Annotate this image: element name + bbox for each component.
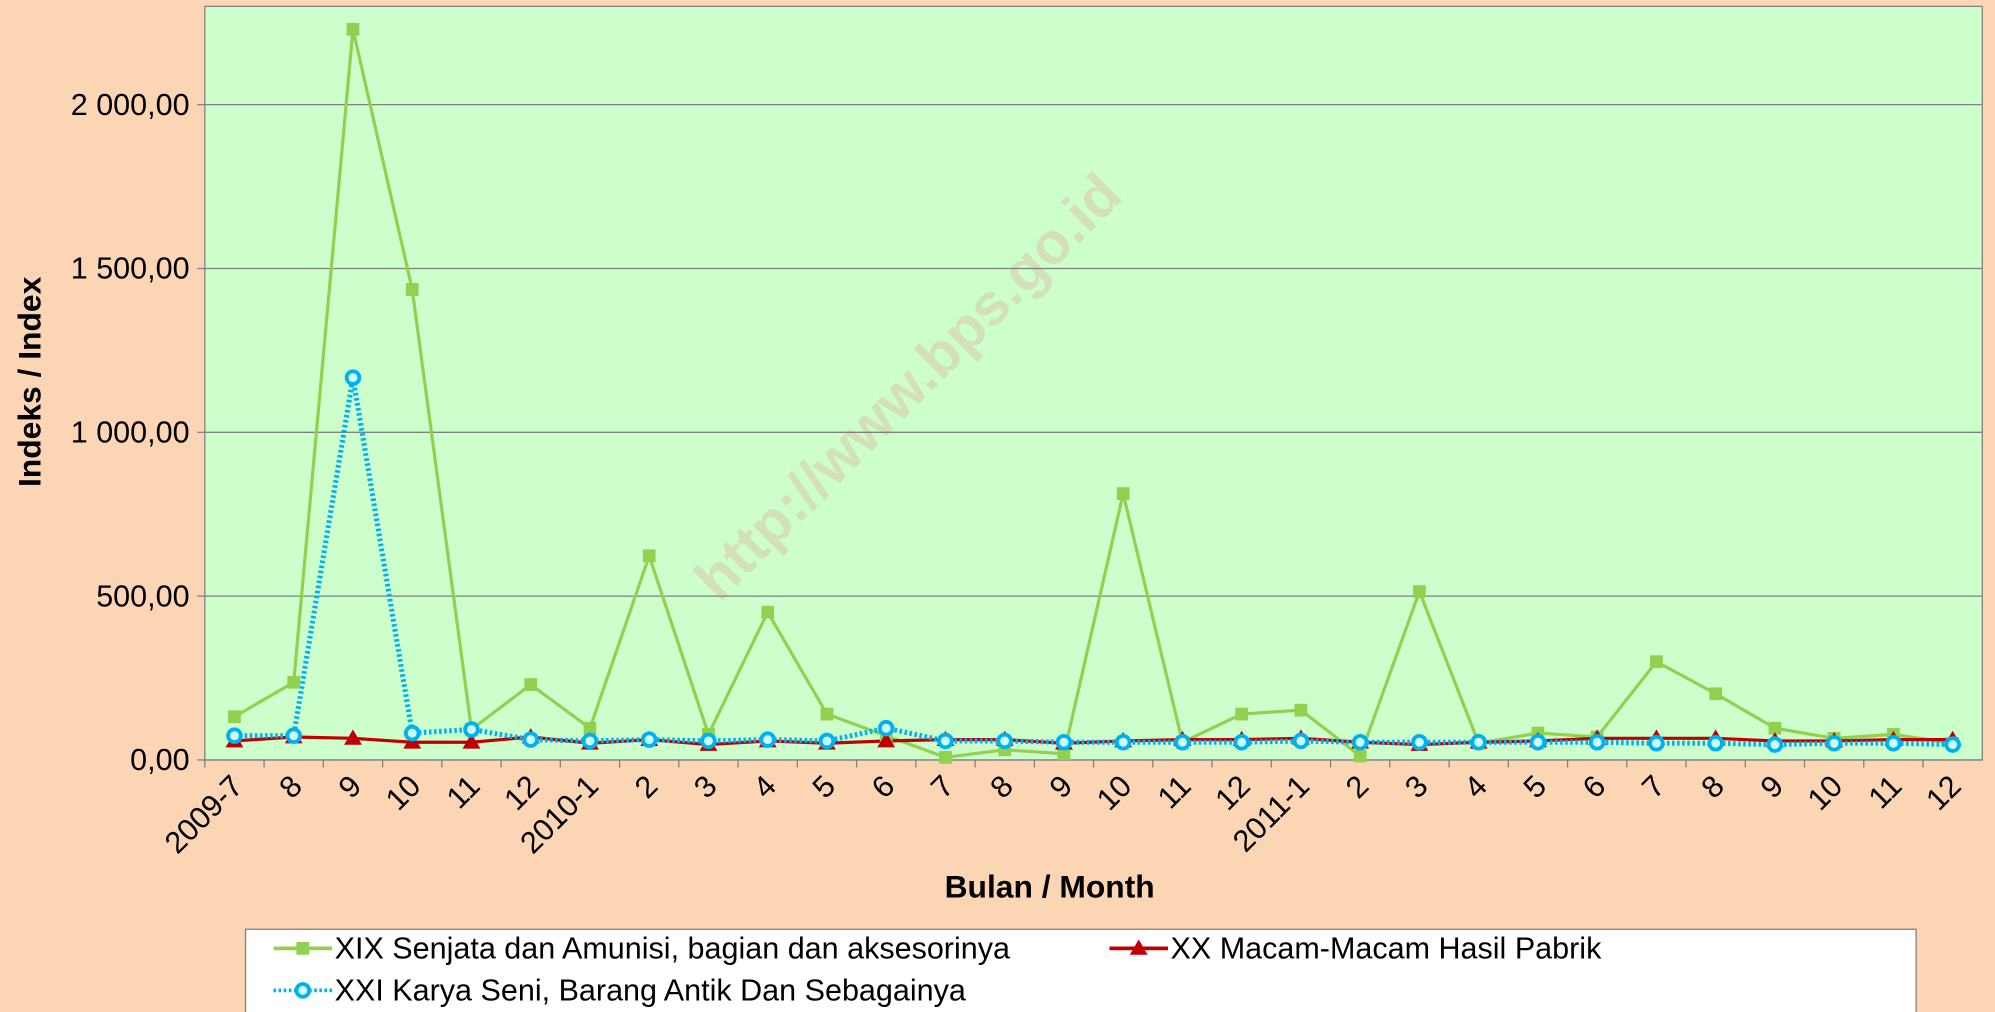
- marker: [1114, 733, 1132, 751]
- marker: [1351, 733, 1369, 751]
- marker: [226, 727, 243, 744]
- marker: [228, 710, 241, 724]
- marker: [1825, 734, 1843, 752]
- marker: [1707, 734, 1724, 752]
- marker: [463, 721, 480, 738]
- series-line: [233, 28, 1953, 759]
- marker: [877, 732, 896, 748]
- marker: [877, 719, 895, 737]
- marker: [583, 721, 597, 735]
- marker: [294, 982, 312, 999]
- marker: [1768, 721, 1782, 735]
- marker: [937, 732, 954, 750]
- marker: [287, 675, 301, 689]
- marker: [1885, 734, 1902, 752]
- marker: [642, 549, 656, 563]
- series-line: [234, 377, 1953, 748]
- y-tick-label: 1 000,00: [71, 415, 190, 449]
- marker: [522, 731, 539, 748]
- marker: [700, 732, 717, 750]
- marker: [462, 733, 481, 749]
- marker: [1709, 687, 1723, 701]
- marker: [296, 941, 310, 955]
- marker: [1766, 736, 1784, 753]
- legend-label: XX Macam-Macam Hasil Pabrik: [1171, 932, 1603, 966]
- marker: [1057, 747, 1071, 761]
- marker: [1116, 487, 1130, 500]
- marker: [759, 731, 776, 748]
- marker: [939, 750, 952, 764]
- marker: [1650, 655, 1663, 669]
- marker: [1055, 733, 1073, 751]
- marker: [524, 678, 538, 691]
- marker: [1294, 703, 1308, 717]
- marker: [996, 732, 1013, 750]
- marker: [818, 732, 836, 750]
- plot-area: [204, 5, 1983, 761]
- marker: [1129, 939, 1148, 955]
- legend-label: XXI Karya Seni, Barang Antik Dan Sebagai…: [335, 974, 966, 1008]
- marker: [344, 729, 362, 745]
- marker: [761, 605, 775, 619]
- marker: [405, 283, 419, 296]
- marker: [1411, 733, 1428, 751]
- marker: [1174, 733, 1191, 751]
- y-tick-label: 0,00: [130, 743, 189, 777]
- marker: [1470, 733, 1487, 751]
- marker: [1233, 733, 1250, 751]
- marker: [344, 369, 362, 386]
- marker: [1292, 732, 1310, 750]
- marker: [1235, 707, 1249, 721]
- marker: [640, 731, 658, 748]
- marker: [1529, 733, 1547, 751]
- marker: [1588, 733, 1606, 751]
- legend: [244, 928, 1917, 1012]
- marker: [820, 707, 834, 721]
- y-tick-label: 1 500,00: [71, 252, 190, 286]
- marker: [581, 732, 599, 750]
- marker: [1648, 734, 1665, 752]
- y-tick-label: 500,00: [96, 579, 189, 613]
- marker: [346, 22, 360, 36]
- x-axis-title: Bulan / Month: [945, 868, 1155, 904]
- marker: [1413, 585, 1426, 598]
- marker: [403, 724, 421, 742]
- marker: [1944, 736, 1961, 753]
- legend-label: XIX Senjata dan Amunisi, bagian dan akse…: [335, 932, 1010, 966]
- y-tick-label: 2 000,00: [71, 88, 190, 122]
- marker: [285, 727, 302, 744]
- marker: [1353, 749, 1367, 763]
- y-axis-title: Indeks / Index: [12, 276, 48, 487]
